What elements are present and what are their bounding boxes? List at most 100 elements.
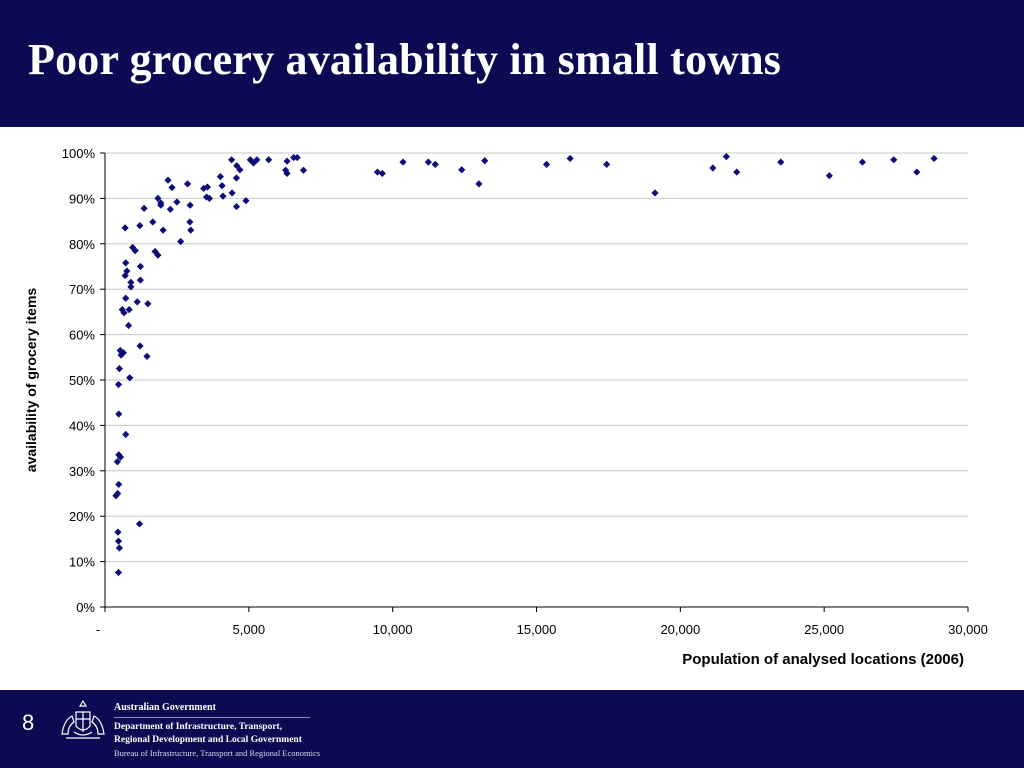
data-point xyxy=(157,201,165,209)
y-tick-label: 50% xyxy=(69,373,95,388)
data-point xyxy=(114,380,123,389)
data-point xyxy=(227,156,236,164)
y-tick-label: 70% xyxy=(69,282,95,297)
data-point xyxy=(136,342,144,350)
data-point xyxy=(133,298,141,306)
department-line-2: Regional Development and Local Governmen… xyxy=(114,735,302,745)
y-tick-label: 60% xyxy=(69,328,95,343)
slide-title: Poor grocery availability in small towns xyxy=(28,35,782,84)
data-point xyxy=(166,205,174,213)
data-point xyxy=(265,156,273,164)
data-point xyxy=(116,346,124,355)
data-point xyxy=(218,182,226,190)
data-point xyxy=(200,184,208,193)
data-point xyxy=(283,169,291,178)
bureau-name: Bureau of Infrastructure, Transport and … xyxy=(114,748,321,758)
data-point xyxy=(159,226,167,234)
y-tick-label: 20% xyxy=(69,509,95,524)
data-point xyxy=(202,193,211,201)
data-point xyxy=(603,160,611,168)
data-point xyxy=(115,365,123,373)
y-tick-label: 10% xyxy=(69,555,95,570)
data-point xyxy=(232,202,241,211)
data-point xyxy=(187,226,195,234)
data-point xyxy=(481,157,489,165)
data-point xyxy=(168,183,176,192)
data-point xyxy=(233,162,241,170)
y-tick-label: 90% xyxy=(69,191,95,206)
data-point xyxy=(135,520,144,528)
data-point xyxy=(124,321,133,330)
x-axis-label: Population of analysed locations (2006) xyxy=(682,651,964,668)
data-point xyxy=(219,192,227,200)
government-branding: Australian Government Department of Infr… xyxy=(114,702,320,759)
y-tick-label: 80% xyxy=(69,237,95,252)
x-tick-label: 5,000 xyxy=(233,622,266,637)
data-point xyxy=(299,166,308,174)
data-point xyxy=(115,451,123,459)
data-point xyxy=(115,544,123,552)
data-point xyxy=(114,568,123,577)
coat-of-arms-icon xyxy=(61,699,105,739)
data-point xyxy=(177,237,185,246)
data-point xyxy=(113,458,121,466)
data-point xyxy=(140,204,148,212)
data-points xyxy=(112,153,938,577)
data-point xyxy=(122,259,130,267)
data-point xyxy=(253,156,261,164)
data-point xyxy=(122,430,130,439)
data-point xyxy=(164,176,172,184)
data-point xyxy=(143,352,151,360)
gridlines xyxy=(105,152,968,563)
data-point xyxy=(825,172,833,180)
data-point xyxy=(183,180,192,188)
y-tick-labels: 0% 10% 20% 30% 40% 50% 60% 70% 80% 90% 100% xyxy=(62,146,96,615)
data-point xyxy=(458,166,466,174)
data-point xyxy=(890,156,898,164)
data-point xyxy=(203,183,212,191)
data-point xyxy=(122,294,130,302)
x-tick-label: 15,000 xyxy=(517,622,557,637)
data-point xyxy=(733,168,741,176)
data-point xyxy=(114,489,122,498)
data-point xyxy=(125,306,133,314)
data-point xyxy=(542,160,551,168)
department-line-1: Department of Infrastructure, Transport, xyxy=(114,722,283,732)
y-tick-label: 30% xyxy=(69,464,95,479)
data-point xyxy=(121,224,129,232)
data-point xyxy=(112,492,120,500)
data-point xyxy=(722,153,730,161)
data-point xyxy=(154,194,162,202)
y-tick-label: 40% xyxy=(69,418,95,433)
data-point xyxy=(858,158,867,166)
data-point xyxy=(116,453,125,461)
branding-divider xyxy=(114,717,310,718)
scatter-chart: 0% 10% 20% 30% 40% 50% 60% 70% 80% 90% 100% - 5,000… xyxy=(23,146,988,668)
x-tick-label: 10,000 xyxy=(373,622,413,637)
slide-number: 8 xyxy=(22,710,35,735)
x-tick-label: - xyxy=(96,622,100,637)
data-point xyxy=(293,153,301,162)
data-point xyxy=(228,189,236,197)
footer-bar: 8 Australian Government Department of In… xyxy=(0,690,1024,768)
data-point xyxy=(186,201,194,209)
y-tick-label: 0% xyxy=(76,600,95,615)
data-point xyxy=(216,173,224,181)
government-name: Australian Government xyxy=(114,702,216,713)
data-point xyxy=(115,410,123,418)
data-point xyxy=(186,218,194,226)
y-axis-label: availability of grocery items xyxy=(23,288,39,473)
data-point xyxy=(127,278,135,286)
data-point xyxy=(399,158,407,166)
data-point xyxy=(431,160,439,168)
x-tick-labels: - 5,000 10,000 15,000 20,000 25,000 30,000 xyxy=(96,622,988,637)
data-point xyxy=(119,349,128,357)
data-point xyxy=(136,222,144,230)
data-point xyxy=(136,276,144,284)
data-point xyxy=(144,300,152,308)
data-point xyxy=(913,168,921,176)
axes xyxy=(100,152,969,612)
data-point xyxy=(709,164,717,172)
data-point xyxy=(127,283,135,291)
x-tick-label: 20,000 xyxy=(660,622,700,637)
